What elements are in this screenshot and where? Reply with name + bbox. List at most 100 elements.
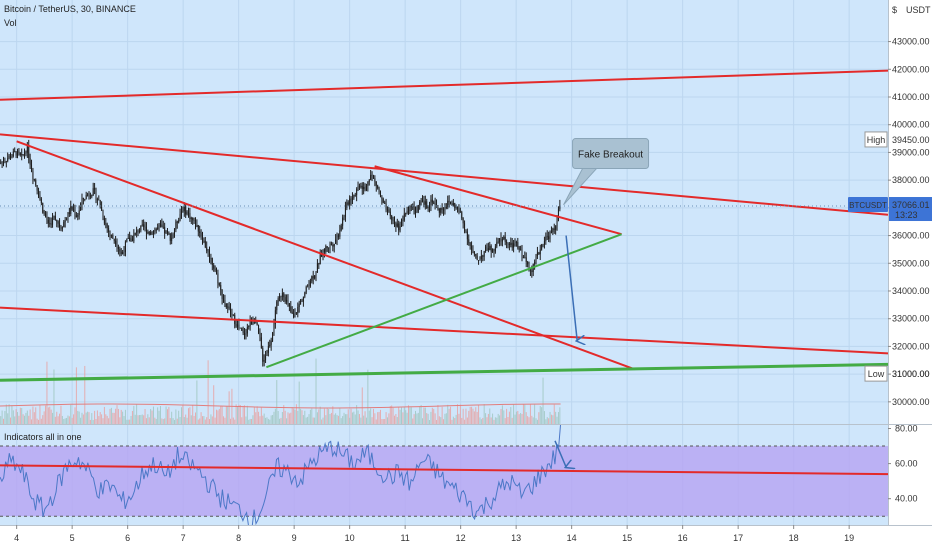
candle-body	[322, 249, 324, 257]
price-tick-label: 41000.00	[892, 92, 930, 102]
candle-body	[260, 337, 262, 349]
candle-body	[21, 154, 23, 156]
volume-bar	[497, 413, 499, 424]
candle-body	[60, 227, 62, 229]
volume-bar	[471, 406, 473, 424]
volume-bar	[391, 405, 393, 424]
candle-body	[248, 325, 250, 328]
volume-bar	[307, 416, 309, 424]
breakdown-arrow[interactable]	[565, 235, 577, 341]
volume-bar	[234, 419, 236, 424]
candle-body	[54, 215, 56, 220]
volume-bar	[420, 404, 422, 424]
volume-bar	[405, 410, 407, 424]
volume-bar	[126, 419, 128, 424]
candle-body	[291, 311, 293, 314]
candle-body	[335, 239, 337, 244]
volume-bar	[412, 418, 414, 424]
candle-body	[465, 230, 467, 232]
candle-body	[492, 249, 494, 252]
volume-bar	[536, 419, 538, 424]
volume-bar	[288, 413, 290, 424]
volume-bar	[295, 404, 297, 424]
volume-bar	[193, 415, 195, 424]
candle-body	[464, 223, 466, 231]
candle-body	[179, 214, 181, 221]
volume-bar	[384, 418, 386, 424]
volume-bar	[494, 417, 496, 424]
candle-body	[485, 246, 487, 252]
symbol-title[interactable]: Bitcoin / TetherUS, 30, BINANCE	[4, 4, 136, 14]
candle-body	[459, 211, 461, 213]
fake-breakout-annotation[interactable]: Fake Breakout	[563, 138, 650, 206]
volume-bar	[522, 404, 524, 424]
volume-bar	[478, 404, 480, 424]
volume-bar	[91, 413, 93, 424]
volume-bar	[464, 419, 466, 424]
time-axis-ticks[interactable]: 4 5 6 7 8 9 10 11 12 13 14 15 16 17 18 19	[14, 525, 854, 543]
volume-bar	[559, 407, 561, 424]
price-tick-label: 40000.00	[892, 120, 930, 130]
high-value: 39450.00	[892, 135, 930, 145]
volume-bar	[217, 410, 219, 424]
volume-bar	[96, 410, 98, 424]
candle-body	[207, 250, 209, 252]
time-axis-bg	[0, 525, 932, 550]
candle-body	[325, 246, 327, 252]
candle-body	[38, 190, 40, 196]
candle-body	[259, 332, 261, 338]
candle-body	[401, 220, 402, 227]
volume-bar	[280, 417, 282, 424]
candle-body	[483, 251, 485, 257]
candle-body	[56, 219, 58, 222]
candle-body	[130, 238, 132, 242]
candle-body	[535, 255, 537, 263]
volume-bar	[469, 406, 471, 424]
candle-body	[553, 228, 555, 230]
volume-bar	[175, 409, 177, 424]
volume-bar	[549, 411, 551, 424]
price-value-box	[889, 197, 932, 222]
candle-body	[279, 296, 281, 299]
volume-bar	[457, 404, 459, 424]
volume-bar	[517, 410, 519, 424]
candle-body	[388, 209, 390, 212]
candle-body	[158, 225, 160, 228]
indicator-axis-ticks[interactable]: 40.00 60.00 80.00	[888, 424, 918, 504]
volume-bar	[510, 407, 512, 424]
candle-body	[29, 157, 31, 165]
volume-bar	[392, 407, 394, 424]
volume-bar	[504, 418, 506, 424]
volume-bar	[134, 414, 136, 424]
volume-bar	[138, 415, 140, 424]
price-axis-ticks[interactable]: 30000.00 31000.00 32000.00 33000.00 34000.00…	[888, 37, 930, 407]
volume-bar	[246, 405, 248, 424]
volume-bar	[46, 361, 48, 424]
volume-bar	[535, 418, 537, 424]
candle-body	[384, 202, 386, 204]
candle-body	[199, 231, 201, 234]
volume-bar	[468, 410, 470, 424]
time-tick-label: 10	[345, 533, 355, 543]
volume-bar	[143, 415, 145, 424]
volume-bar	[196, 380, 198, 424]
volume-bar	[113, 412, 115, 424]
volume-bar	[148, 417, 150, 424]
indicator-title[interactable]: Indicators all in one	[4, 432, 82, 442]
candle-body	[489, 245, 491, 251]
trendlines[interactable]	[0, 69, 888, 382]
volume-bar	[171, 411, 173, 424]
volume-bar	[553, 404, 555, 424]
candle-body	[274, 310, 276, 325]
volume-bar	[382, 419, 384, 424]
candle-body	[46, 216, 48, 220]
volume-bar	[276, 380, 278, 424]
candle-body	[169, 234, 171, 241]
candle-body	[187, 211, 189, 214]
volume-bar	[129, 419, 131, 424]
volume-bar	[332, 406, 334, 424]
candle-body	[227, 306, 229, 308]
candle-body	[15, 151, 17, 156]
volume-bar	[374, 413, 376, 424]
